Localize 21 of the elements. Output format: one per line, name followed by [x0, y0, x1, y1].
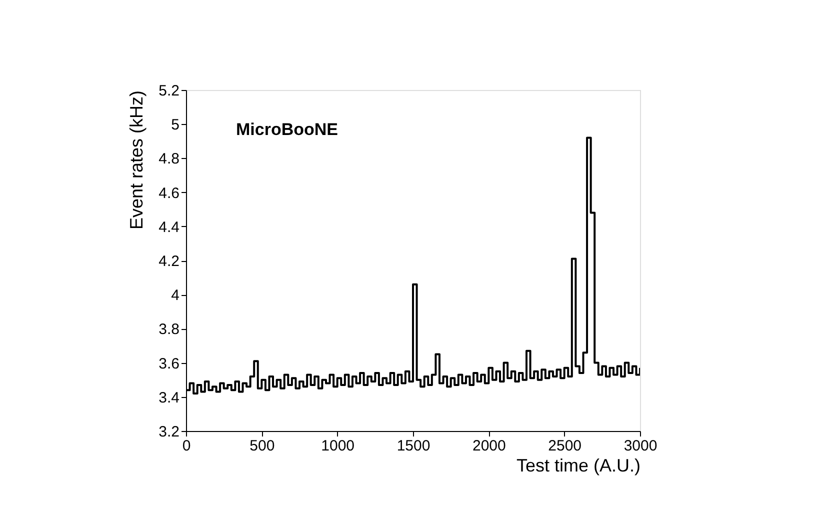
- x-tick-label: 2000: [472, 438, 506, 454]
- x-tick-label: 2500: [548, 438, 582, 454]
- y-tick-label: 4.4: [158, 218, 180, 236]
- y-tick-label: 3.4: [158, 389, 180, 406]
- y-tick-label: 4: [171, 287, 180, 304]
- x-tick-label: 1000: [321, 438, 355, 454]
- y-tick-label: 5: [171, 116, 180, 134]
- y-axis-title: Event rates (kHz): [126, 90, 147, 230]
- y-tick-label: 5.2: [158, 82, 180, 100]
- y-tick-label: 3.6: [158, 355, 180, 372]
- x-tick-label: 1500: [396, 438, 430, 454]
- x-tick-label: 0: [182, 438, 191, 454]
- y-tick-label: 3.8: [158, 321, 180, 338]
- x-tick-label: 3000: [624, 438, 658, 454]
- y-tick-label: 4.2: [158, 253, 180, 270]
- y-tick-label: 4.6: [158, 184, 180, 202]
- x-axis-title: Test time (A.U.): [516, 456, 640, 476]
- x-tick-label: 500: [250, 438, 275, 454]
- annotation: MicroBooNE: [236, 120, 338, 139]
- y-tick-label: 4.8: [158, 150, 180, 168]
- y-tick-label: 3.2: [158, 424, 180, 440]
